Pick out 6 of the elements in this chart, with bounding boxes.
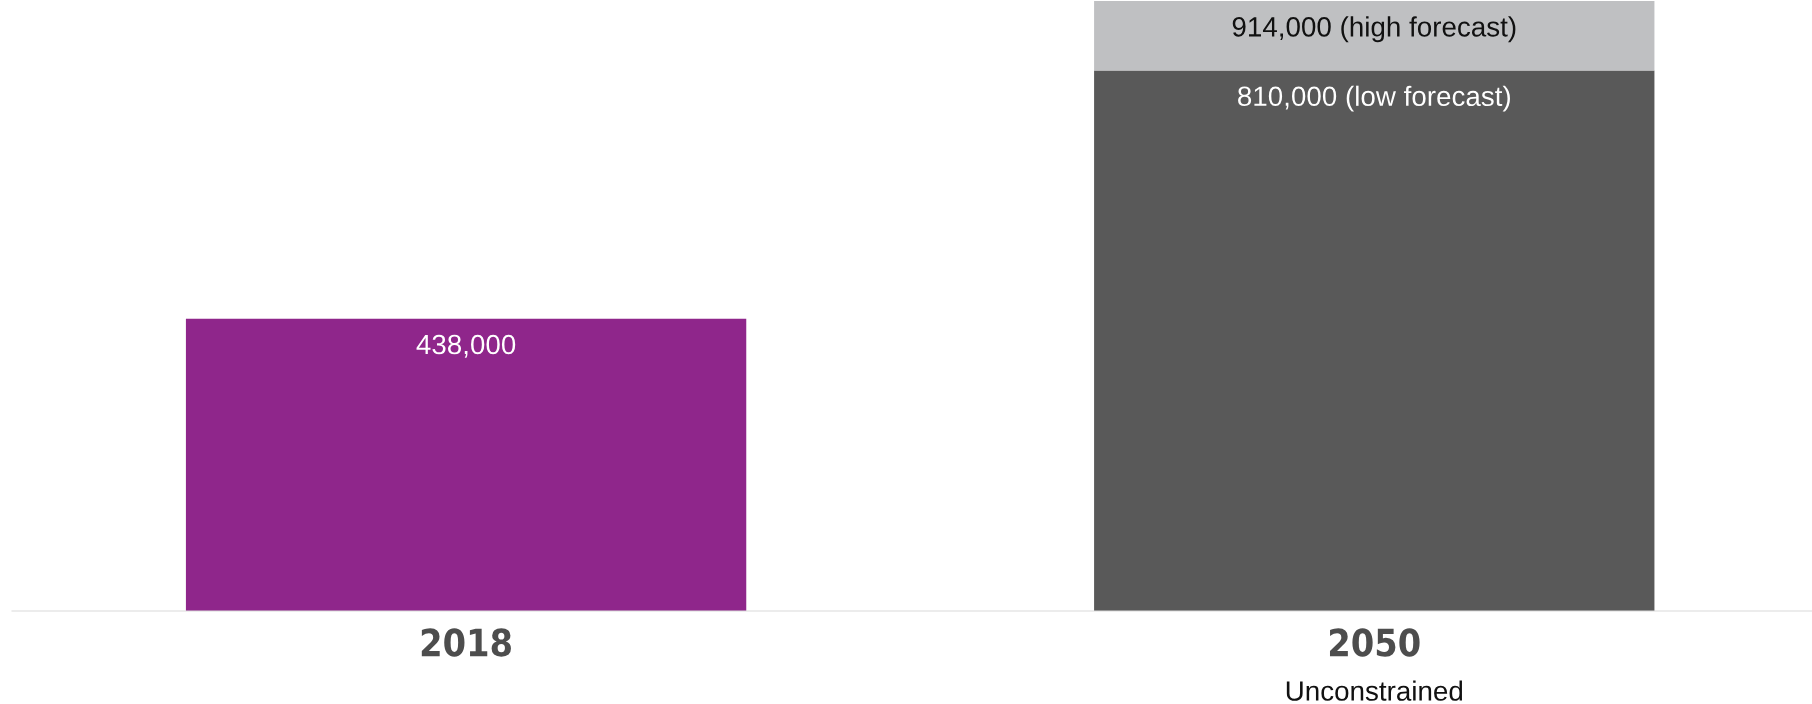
annotation: 914,000 (high forecast)	[1232, 16, 1516, 43]
x-tick-label: 2018	[421, 628, 511, 657]
data-label: 438,000	[416, 334, 516, 358]
x-tick-label: 2050	[1329, 628, 1420, 657]
data-label: 810,000 (low forecast)	[1238, 85, 1510, 112]
text: Unconstrained	[1286, 680, 1463, 701]
